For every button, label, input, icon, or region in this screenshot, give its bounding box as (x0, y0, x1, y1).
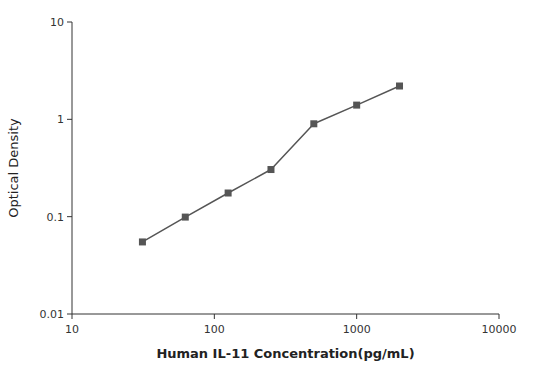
data-point (310, 120, 317, 127)
y-tick (67, 22, 72, 23)
x-tick (499, 314, 500, 319)
data-point (139, 238, 146, 245)
data-line (142, 86, 399, 242)
y-tick (67, 216, 72, 217)
y-tick-label: 1 (57, 113, 64, 126)
x-tick-label: 1000 (343, 323, 371, 336)
y-tick-label: 0.1 (47, 211, 65, 224)
chart-svg: 10 100 1000 10000 0.01 0.1 1 10 Human IL-11 Conc… (0, 0, 533, 372)
chart-container: 10 100 1000 10000 0.01 0.1 1 10 Human IL-11 Conc… (0, 0, 533, 372)
x-tick-label: 10000 (482, 323, 517, 336)
axes: 10 100 1000 10000 0.01 0.1 1 10 (40, 16, 517, 336)
data-point (267, 166, 274, 173)
y-tick-label: 10 (50, 16, 64, 29)
x-tick (214, 314, 215, 319)
y-tick (67, 119, 72, 120)
y-tick-label: 0.01 (40, 308, 65, 321)
x-tick (72, 314, 73, 319)
y-axis-line (72, 22, 73, 314)
y-axis-label: Optical Density (6, 118, 21, 218)
y-tick (67, 314, 72, 315)
x-tick (356, 314, 357, 319)
x-axis-label: Human IL-11 Concentration(pg/mL) (156, 346, 414, 361)
data-point (353, 102, 360, 109)
plot-area (139, 83, 403, 246)
data-point (225, 190, 232, 197)
x-tick-label: 100 (204, 323, 225, 336)
data-point (396, 83, 403, 90)
x-axis-line (72, 314, 499, 315)
data-point (182, 214, 189, 221)
x-tick-label: 10 (65, 323, 79, 336)
